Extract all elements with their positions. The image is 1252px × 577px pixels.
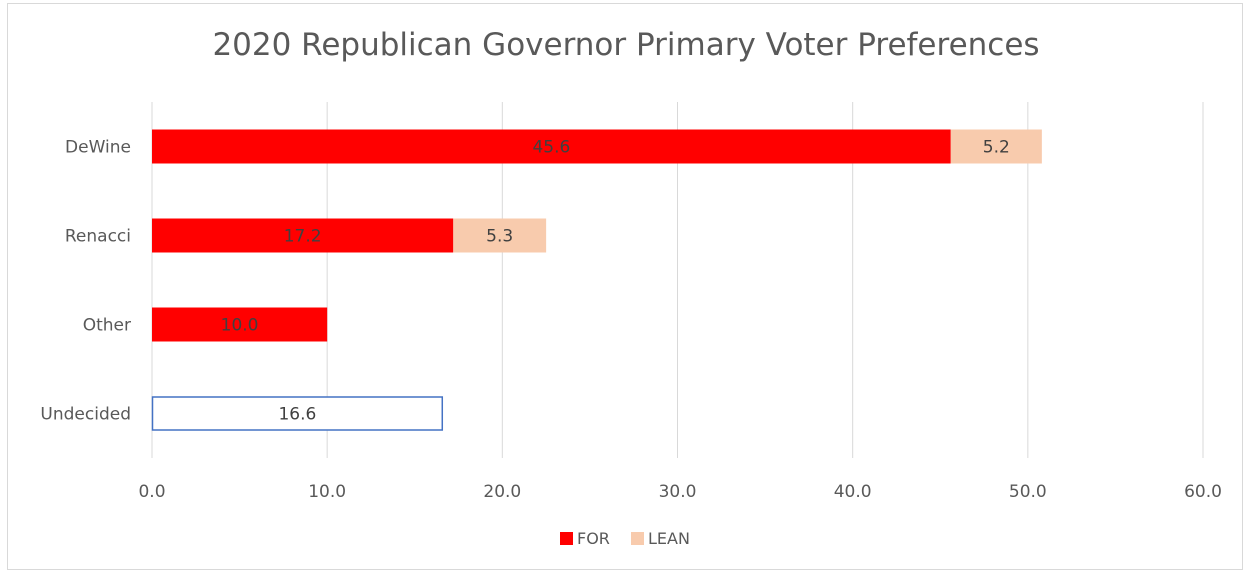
data-label: 10.0: [221, 316, 259, 336]
x-tick-label: 0.0: [138, 482, 165, 502]
data-label: 5.2: [983, 138, 1010, 158]
x-tick-label: 50.0: [1009, 482, 1047, 502]
x-tick-label: 10.0: [308, 482, 346, 502]
x-tick-label: 20.0: [483, 482, 521, 502]
x-tick-label: 30.0: [659, 482, 697, 502]
category-label: Other: [83, 316, 131, 336]
bar-undecided: [151, 396, 444, 431]
bar-for: [152, 307, 328, 342]
x-tick-label: 60.0: [1184, 482, 1222, 502]
category-label: Undecided: [40, 405, 131, 425]
legend-swatch-lean: [631, 532, 644, 545]
bar-for: [152, 218, 454, 253]
data-label: 5.3: [486, 227, 513, 247]
data-label: 16.6: [278, 405, 316, 425]
chart-title: 2020 Republican Governor Primary Voter P…: [212, 27, 1040, 63]
bar-for: [152, 129, 951, 164]
bar-lean: [453, 218, 547, 253]
data-label: 45.6: [532, 138, 570, 158]
x-tick-label: 40.0: [834, 482, 872, 502]
legend-swatch-for: [560, 532, 573, 545]
bar-lean: [950, 129, 1042, 164]
category-label: DeWine: [65, 138, 131, 158]
category-label: Renacci: [65, 227, 131, 247]
chart-area: [7, 3, 1243, 570]
legend-label-for: FOR: [577, 529, 610, 548]
legend-label-lean: LEAN: [648, 529, 690, 548]
data-label: 17.2: [284, 227, 322, 247]
